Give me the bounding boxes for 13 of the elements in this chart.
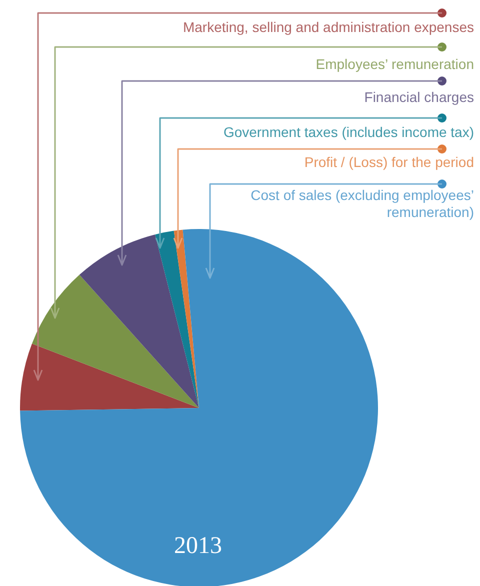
- legend-label: Government taxes (includes income tax): [222, 124, 474, 141]
- pie-slice: [20, 344, 199, 411]
- legend-label: Marketing, selling and administration expenses: [182, 19, 474, 36]
- legend-label: Profit / (Loss) for the period: [303, 154, 474, 171]
- legend-label: Financial charges: [363, 89, 474, 106]
- pie-slice: [79, 234, 199, 408]
- pie-slice: [174, 230, 199, 408]
- legend-label: Cost of sales (excluding employees’ remuneration): [250, 187, 474, 221]
- pie-slice: [155, 230, 199, 408]
- legend-label: Employees’ remuneration: [314, 56, 474, 73]
- pie-slice: [20, 229, 378, 586]
- pie-slice: [32, 274, 199, 408]
- text: 2013: [174, 533, 222, 559]
